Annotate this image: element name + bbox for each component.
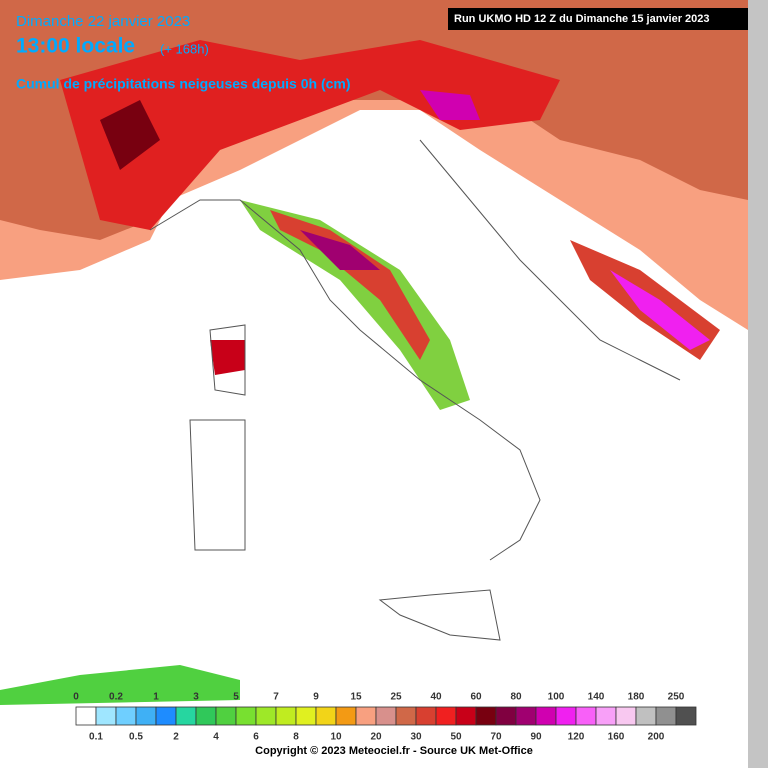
legend-swatch <box>575 706 597 726</box>
lead-label: (+ 168h) <box>160 41 209 56</box>
legend-swatch <box>395 706 417 726</box>
legend-swatch <box>535 706 557 726</box>
legend-swatch <box>435 706 457 726</box>
legend-tick-label: 7 <box>273 692 279 703</box>
legend-swatch <box>115 706 137 726</box>
legend-swatch <box>315 706 337 726</box>
legend: 0 0.1 0.2 0.5 1 2 3 4 5 6 7 8 9 10 15 20 25 30 40 50 60 70 80 9… <box>73 692 697 743</box>
legend-tick-label: 180 <box>628 692 645 703</box>
legend-swatch <box>595 706 617 726</box>
legend-tick-label: 1 <box>153 692 159 703</box>
copyright: Copyright © 2023 Meteociel.fr - Source U… <box>255 745 533 757</box>
legend-tick-label: 120 <box>568 732 585 743</box>
product-label: Cumul de précipitations neigeuses depuis… <box>16 76 351 92</box>
legend-tick-label: 30 <box>410 732 422 743</box>
coastlines <box>149 139 681 641</box>
legend-tick-label: 10 <box>330 732 342 743</box>
legend-tick-label: 2 <box>173 732 179 743</box>
legend-swatch <box>95 706 117 726</box>
legend-tick-label: 140 <box>588 692 605 703</box>
legend-swatch <box>455 706 477 726</box>
legend-tick-label: 250 <box>668 692 685 703</box>
legend-swatch <box>155 706 177 726</box>
legend-tick-label: 4 <box>213 732 219 743</box>
legend-tick-label: 9 <box>313 692 319 703</box>
legend-tick-label: 0.2 <box>109 692 123 703</box>
legend-tick-label: 8 <box>293 732 299 743</box>
legend-swatch <box>235 706 257 726</box>
legend-swatch <box>135 706 157 726</box>
legend-tick-label: 160 <box>608 732 625 743</box>
legend-swatch <box>275 706 297 726</box>
legend-swatch <box>175 706 197 726</box>
run-banner <box>448 8 748 30</box>
legend-swatch <box>215 706 237 726</box>
legend-swatch <box>335 706 357 726</box>
legend-swatch <box>75 706 97 726</box>
date-label: Dimanche 22 janvier 2023 <box>16 13 190 30</box>
legend-tick-label: 15 <box>350 692 362 703</box>
legend-swatch <box>495 706 517 726</box>
legend-swatch <box>555 706 577 726</box>
legend-tick-label: 20 <box>370 732 382 743</box>
legend-tick-label: 60 <box>470 692 482 703</box>
legend-tick-label: 50 <box>450 732 462 743</box>
snow-field <box>0 0 748 705</box>
legend-swatch <box>475 706 497 726</box>
legend-swatch <box>415 706 437 726</box>
legend-tick-label: 25 <box>390 692 402 703</box>
legend-tick-label: 0.1 <box>89 732 103 743</box>
legend-tick-label: 3 <box>193 692 199 703</box>
legend-tick-label: 100 <box>548 692 565 703</box>
scrollbar-strip <box>748 0 768 768</box>
legend-tick-label: 80 <box>510 692 522 703</box>
legend-tick-label: 0.5 <box>129 732 143 743</box>
legend-swatch <box>635 706 657 726</box>
legend-tick-label: 70 <box>490 732 502 743</box>
legend-swatch <box>515 706 537 726</box>
legend-swatch <box>255 706 277 726</box>
legend-tick-label: 5 <box>233 692 239 703</box>
legend-swatch <box>655 706 677 726</box>
time-label: 13:00 locale <box>16 35 135 58</box>
legend-swatch <box>375 706 397 726</box>
run-label: Run UKMO HD 12 Z du Dimanche 15 janvier … <box>454 13 710 25</box>
legend-tick-label: 0 <box>73 692 79 703</box>
legend-swatch <box>195 706 217 726</box>
legend-swatch <box>675 706 697 726</box>
legend-tick-label: 40 <box>430 692 442 703</box>
legend-tick-label: 200 <box>648 732 665 743</box>
legend-swatch <box>355 706 377 726</box>
legend-tick-label: 90 <box>530 732 542 743</box>
legend-tick-label: 6 <box>253 732 259 743</box>
legend-swatch <box>615 706 637 726</box>
legend-swatch <box>295 706 317 726</box>
